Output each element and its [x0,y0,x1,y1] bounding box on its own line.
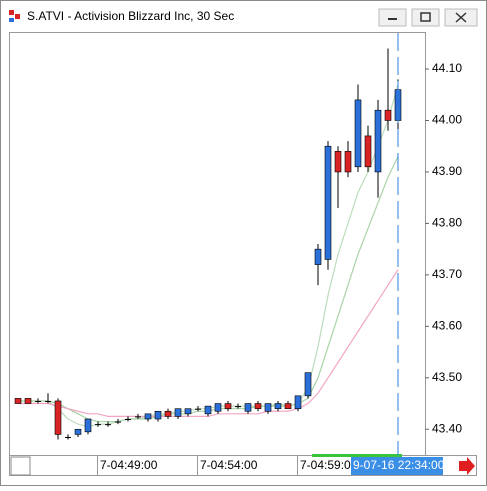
x-tick-label: 7-04:49:00 [100,458,158,472]
candle-body [105,424,111,426]
candle-body [174,408,182,417]
candle-body [224,403,232,409]
cursor-label: 9-07-16 22:34:00 [353,458,445,472]
candle-body [125,418,131,420]
scroll-arrow[interactable] [459,457,475,475]
minimize-button[interactable] [378,8,407,27]
cursor-label-bg [351,457,443,475]
candle-body [274,403,282,409]
candle-body [135,416,141,418]
candle-body [45,400,51,402]
candle-body [254,403,262,409]
y-tick-label: 43.40 [432,421,462,435]
candle-body [84,418,92,433]
candle-body [304,372,312,397]
candle-body [324,145,332,260]
candle-body [374,109,382,173]
y-tick-label: 44.00 [432,113,462,127]
candle-body [95,424,101,426]
app-icon [9,10,20,22]
range-strip [312,454,402,457]
candle-body [195,408,201,410]
candle-body [115,421,121,423]
candle-body [364,135,372,168]
y-tick-label: 43.90 [432,164,462,178]
candle-body [14,398,22,404]
plot-frame [9,32,426,456]
maximize-button[interactable] [411,8,440,27]
candle-body [144,413,152,420]
candle-body [314,248,322,265]
candle-body [384,109,392,121]
candle-body [264,403,272,412]
candle-body [164,410,172,417]
candle-body [24,398,32,404]
candle-body [214,403,222,412]
y-tick-label: 44.10 [432,61,462,75]
y-tick-label: 43.50 [432,370,462,384]
candle-body [65,436,71,438]
candle-body [244,403,252,412]
candle-body [294,395,302,409]
y-tick-label: 43.70 [432,267,462,281]
candle-body [184,408,192,415]
candle-body [74,428,82,435]
x-tick-label: 7-04:59:0 [300,458,351,472]
candle-body [354,99,362,168]
candle-body [344,151,352,173]
candle-body [35,400,41,402]
candle-body [154,410,162,420]
candle-body [54,400,62,435]
candle-body [284,403,292,409]
y-tick-label: 43.60 [432,319,462,333]
x-tick-label: 7-04:54:00 [200,458,258,472]
y-tick-label: 43.80 [432,216,462,230]
close-button[interactable] [444,8,478,27]
candle-body [334,151,342,173]
window-title: S.ATVI - Activision Blizzard Inc, 30 Sec [27,9,234,23]
candle-body [235,406,241,408]
corner-box[interactable] [10,456,31,476]
candle-body [204,405,212,415]
